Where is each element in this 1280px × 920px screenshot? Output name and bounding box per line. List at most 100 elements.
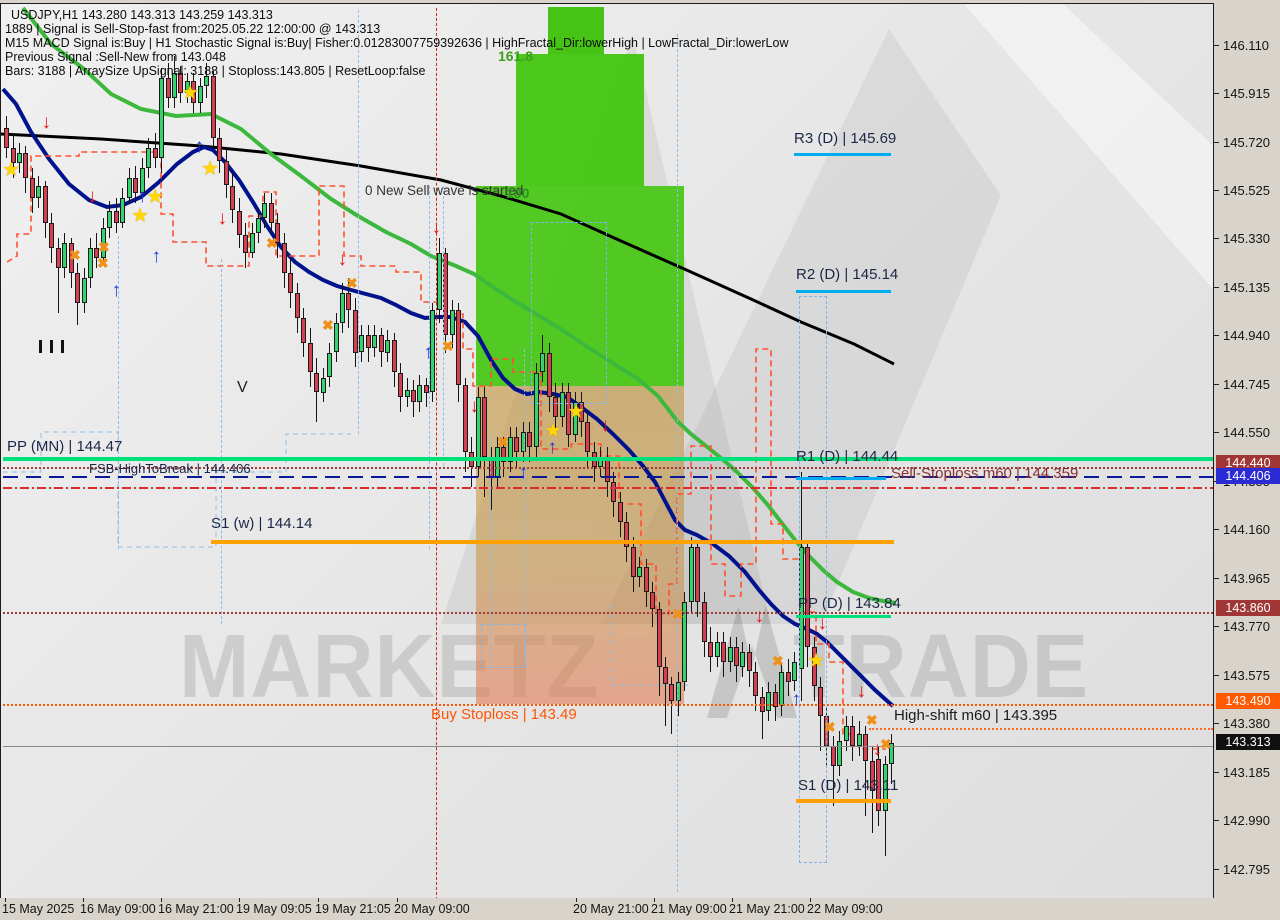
candle-body-bear — [708, 641, 714, 657]
candle-body-bull — [882, 763, 888, 812]
indicator-info-line: M15 MACD Signal is:Buy | H1 Stochastic S… — [5, 36, 789, 50]
buy-stoploss-label: Buy Stoploss | 143.49 — [431, 706, 577, 723]
bars-info-line: Bars: 3188 | ArraySize UpSignal: 3188 | … — [5, 64, 426, 78]
candle-body-bear — [805, 547, 810, 647]
exit-x-icon: ✖ — [322, 317, 334, 333]
candle-body-bull — [339, 292, 345, 323]
price-label: 146.110 — [1223, 38, 1270, 53]
r3-underline — [794, 153, 891, 156]
price-label: 143.770 — [1223, 619, 1270, 634]
ma-fast-red-dashed — [6, 151, 886, 750]
sell-arrow-icon: ↓ — [872, 738, 883, 760]
current-price — [3, 746, 1213, 747]
sell-arrow-icon: ↓ — [431, 216, 442, 238]
candle-body-bear — [288, 272, 294, 293]
candle-body-bull — [81, 277, 87, 303]
candle-body-bull — [889, 743, 894, 764]
wave-box-1 — [799, 296, 827, 863]
price-label: 143.380 — [1223, 716, 1270, 731]
sell-arrow-icon: ↓ — [817, 612, 828, 634]
price-tick — [1214, 335, 1219, 336]
price-badge: 143.860 — [1216, 600, 1280, 616]
ma-slow-black — [1, 132, 895, 366]
candle-body-bear — [876, 758, 882, 812]
price-label: 143.575 — [1223, 668, 1270, 683]
sell-arrow-icon: ↓ — [754, 605, 765, 627]
buy-arrow-icon: ↑ — [137, 185, 148, 207]
candle-body-bear — [650, 591, 655, 610]
sell-stoploss-label: Sell-Stoploss m60 | 144.359 — [891, 465, 1079, 482]
candle-body-bull — [139, 168, 145, 193]
price-badge: 143.313 — [1216, 734, 1280, 750]
fib-zone-mid — [516, 54, 644, 186]
candle-body-bear — [553, 397, 559, 418]
candle-body-bull — [16, 153, 22, 164]
sell-arrow-icon: ↓ — [337, 248, 348, 270]
candle-body-bear — [527, 432, 533, 448]
candle-body-bull — [404, 389, 410, 398]
price-tick — [1214, 287, 1219, 288]
candle-body-bull — [533, 372, 539, 448]
time-tick — [576, 898, 577, 902]
candle-body-bear — [243, 235, 248, 253]
chart-area[interactable]: MARKETZ TRADE ↓ ↓ ↓ ↓ ↓ ↓ ↓ ↓ ↓ ↓ ↓ ↑ ↑ ↑ ↑ ↑ ↑ ↑ ↑ ★ ★ ★ ★ ★ ★ ★… — [0, 3, 1214, 899]
price-tick — [1214, 772, 1219, 773]
candle-wick — [664, 656, 666, 727]
price-axis[interactable]: 146.110 145.915 145.720 145.525 145.330 145.1… — [1214, 3, 1280, 897]
time-axis[interactable]: 15 May 2025 16 May 09:00 16 May 21:00 19 Ma… — [0, 898, 1214, 920]
candle-body-bear — [275, 223, 281, 243]
candle-body-bear — [10, 148, 16, 164]
candle-body-bear — [178, 73, 184, 94]
candle-body-bear — [281, 242, 287, 273]
sep-3 — [358, 10, 359, 434]
candle-body-bear — [566, 392, 571, 435]
buy-arrow-icon: ↑ — [423, 341, 434, 363]
exit-x-icon: ✖ — [69, 247, 81, 263]
candle-body-bear — [49, 223, 55, 248]
time-tick — [810, 898, 811, 902]
candle-body-bear — [617, 502, 623, 522]
s1-w-label: S1 (w) | 144.14 — [211, 515, 313, 532]
candle-body-bull — [856, 733, 862, 747]
sell-arrow-icon: ↓ — [856, 680, 867, 702]
signal-info-line: 1889 | Signal is Sell-Stop-fast from:202… — [5, 22, 381, 36]
pause-mark — [39, 340, 42, 353]
candle-body-bear — [772, 691, 778, 707]
fsb-high-to-break — [3, 476, 1213, 478]
fsb-label: FSB-HighToBreak | 144.406 — [89, 461, 251, 476]
candle-body-bull — [520, 432, 526, 453]
price-tick — [1214, 93, 1219, 94]
candle-body-bear — [230, 185, 236, 211]
candle-body-bear — [630, 547, 636, 577]
candle-body-bear — [42, 185, 48, 223]
sep-8 — [677, 34, 678, 892]
sell-arrow-icon: ↓ — [87, 185, 98, 207]
exit-x-icon: ✖ — [98, 239, 110, 255]
r1-d-line — [3, 467, 1213, 469]
price-label: 142.990 — [1223, 813, 1270, 828]
candle-body-bear — [411, 389, 416, 403]
star-icon: ★ — [545, 420, 561, 440]
price-tick — [1214, 238, 1219, 239]
time-tick — [732, 898, 733, 902]
candle-body-bear — [643, 566, 649, 592]
candle-body-bull — [559, 392, 565, 418]
candle-body-bear — [346, 292, 352, 311]
candle-body-bear — [656, 609, 662, 667]
sell-arrow-icon: ↓ — [41, 111, 52, 133]
candle-body-bear — [863, 733, 869, 762]
candle-body-bear — [695, 547, 701, 602]
candle-body-bull — [359, 335, 365, 353]
candle-body-bull — [255, 218, 261, 233]
pp-mn — [3, 457, 1213, 461]
candle-body-bear — [701, 601, 707, 642]
candle-body-bull — [740, 651, 746, 667]
candle-body-bear — [721, 641, 727, 662]
time-label: 20 May 09:00 — [394, 902, 470, 916]
candle-body-bear — [850, 726, 856, 747]
time-tick — [5, 898, 6, 902]
price-badge: 144.440 — [1216, 455, 1280, 471]
candle-body-bear — [662, 666, 668, 684]
candle-body-bear — [753, 671, 759, 697]
